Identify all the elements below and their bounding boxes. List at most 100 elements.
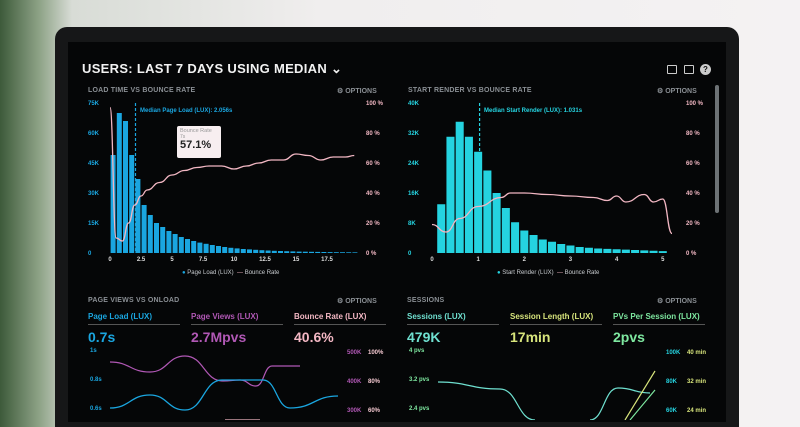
x-tick-label: 1 [476,257,480,263]
scrollbar[interactable] [715,85,719,213]
y2-tick-label: 100 % [686,101,704,107]
bar [520,230,529,253]
bar [594,248,603,253]
bar [123,121,128,253]
y3-tick-label: 80% [368,379,381,385]
y2-tick-label: 0 % [686,251,697,257]
metric-page_views-2[interactable]: Bounce Rate (LUX) 40.6% [294,312,386,345]
dashboard-title[interactable]: USERS: LAST 7 DAYS USING MEDIAN ⌄ [82,61,342,77]
y2-tick-label: 40 % [686,191,700,197]
bar [284,251,290,253]
panel-title-sessions: SESSIONS [407,297,445,304]
bar [529,235,538,253]
options-button-page-views[interactable]: ⚙ OPTIONS [337,298,377,305]
y2-tick-label: 400K [347,379,362,385]
y-tick-label: 15K [88,221,100,227]
bar [247,249,252,253]
metric-value: 2.7Mpvs [191,329,247,345]
bar [154,223,159,253]
monitor-icon[interactable] [667,65,677,74]
y-tick-label: 0 [408,251,412,257]
bar [631,250,640,253]
bar [259,250,265,253]
y-tick-label: 1s [90,348,97,354]
bar [547,241,557,253]
y2-tick-label: 300K [347,408,362,414]
metric-value: 17min [510,329,551,345]
metric-label: PVs Per Session (LUX) [613,312,705,325]
median-label-load: Median Page Load (LUX): 2.056s [140,108,233,114]
tooltip-value: 57.1% [180,139,212,151]
metric-label: Page Load (LUX) [88,312,180,325]
y-tick-label: 4 pvs [409,348,425,354]
metric-sessions-0[interactable]: Sessions (LUX) 479K [407,312,499,345]
bar [160,227,166,253]
metric-page_views-0[interactable]: Page Load (LUX) 0.7s [88,312,180,345]
y-tick-label: 60K [88,131,100,137]
bar [129,155,135,253]
x-tick-label: 4 [615,257,619,263]
y3-tick-label: 24 min [687,408,706,414]
bar [172,234,178,253]
metric-sessions-2[interactable]: PVs Per Session (LUX) 2pvs [613,312,705,345]
y2-tick-label: 100K [666,350,681,356]
metric-value: 479K [407,329,441,345]
bar [222,247,228,253]
page-load-line [109,379,339,411]
y3-tick-label: 60% [368,408,381,414]
bar [203,243,209,253]
bar [191,241,197,253]
y-tick-label: 2.4 pvs [409,406,430,412]
y3-tick-label: 40 min [687,350,706,356]
options-button-start-render[interactable]: ⚙ OPTIONS [657,88,697,95]
bar [253,249,259,253]
y2-tick-label: 40 % [366,191,380,197]
median-label-render: Median Start Render (LUX): 1.031s [484,108,583,114]
tooltip-label: Bounce Rate [180,128,212,134]
title-range: LAST 7 DAYS USING MEDIAN [136,61,328,76]
bar [621,249,630,253]
bar [110,155,116,253]
y2-tick-label: 20 % [686,221,700,227]
options-button-load-time[interactable]: ⚙ OPTIONS [337,88,377,95]
bar [446,136,455,253]
bar [511,222,520,253]
x-tick-label: 0 [430,257,434,263]
bar [612,249,621,253]
page-views-line [109,355,257,387]
y-tick-label: 16K [408,191,420,197]
options-button-sessions[interactable]: ⚙ OPTIONS [657,298,697,305]
metric-page_views-1[interactable]: Page Views (LUX) 2.7Mpvs [191,312,283,345]
y2-tick-label: 0 % [366,251,377,257]
bar [327,252,333,253]
y2-tick-label: 80 % [366,131,380,137]
y2-tick-label: 500K [347,350,362,356]
bar [166,231,172,253]
bar [228,247,234,253]
image-icon[interactable] [684,65,694,74]
x-tick-label: 12.5 [259,257,271,263]
y2-tick-label: 60 % [686,161,700,167]
chevron-down-icon[interactable]: ⌄ [330,61,343,76]
dashboard-screen [68,42,726,422]
bar [474,151,483,253]
metric-sessions-1[interactable]: Session Length (LUX) 17min [510,312,602,345]
bounce-rate-line [109,106,355,242]
title-prefix: USERS: [82,61,133,76]
help-icon[interactable]: ? [700,64,711,75]
y-tick-label: 0.8s [90,377,102,383]
bar [178,237,184,253]
x-tick-label: 15 [293,257,300,263]
bar [346,252,352,253]
y-tick-label: 3.2 pvs [409,377,430,383]
bar [141,205,147,253]
y2-tick-label: 100 % [366,101,384,107]
bar [116,113,122,253]
bar [566,245,575,253]
x-tick-label: 2 [523,257,527,263]
bar [437,204,446,253]
legend-render: ● Start Render (LUX) — Bounce Rate [497,270,600,276]
y-tick-label: 8K [408,221,416,227]
metric-value: 0.7s [88,329,116,345]
x-tick-label: 17.5 [321,257,333,263]
